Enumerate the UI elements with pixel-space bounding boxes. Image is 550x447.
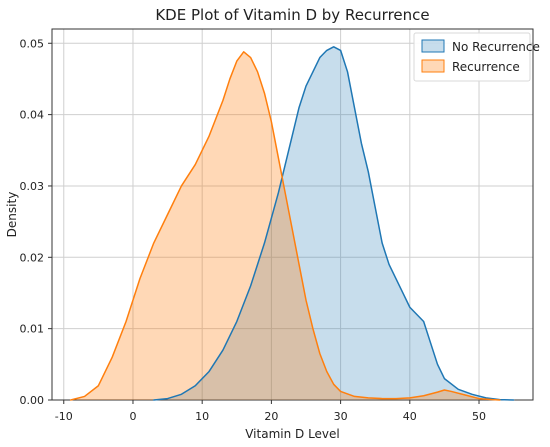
legend-box (413, 32, 531, 82)
x-tick-label-5: 40 (403, 410, 417, 423)
x-tick-label-3: 20 (264, 410, 278, 423)
series-area-0 (153, 46, 514, 401)
x-tick-label-0: -10 (55, 410, 73, 423)
y-axis-label: Density (5, 192, 19, 238)
legend-swatch-1 (421, 59, 445, 73)
legend-label-0: No Recurrence (452, 40, 540, 54)
x-tick-label-2: 10 (195, 410, 209, 423)
y-tick-label-2: 0.02 (20, 251, 45, 264)
series-line-1 (69, 51, 501, 401)
series-area-1 (70, 51, 500, 400)
y-tick-label-4: 0.04 (20, 109, 45, 122)
y-tick-label-5: 0.05 (20, 37, 45, 50)
chart-title: KDE Plot of Vitamin D by Recurrence (155, 6, 429, 24)
y-tick-label-1: 0.01 (20, 323, 45, 336)
x-tick-label-6: 50 (472, 410, 486, 423)
x-tick-label-1: 0 (129, 410, 136, 423)
x-tick-label-4: 30 (334, 410, 348, 423)
legend-label-1: Recurrence (452, 60, 520, 74)
x-axis-label: Vitamin D Level (245, 427, 340, 441)
series-line-0 (152, 46, 515, 401)
y-tick-label-0: 0.00 (20, 394, 45, 407)
legend-swatch-0 (421, 39, 445, 53)
y-tick-label-3: 0.03 (20, 180, 45, 193)
plot-frame (51, 28, 534, 401)
